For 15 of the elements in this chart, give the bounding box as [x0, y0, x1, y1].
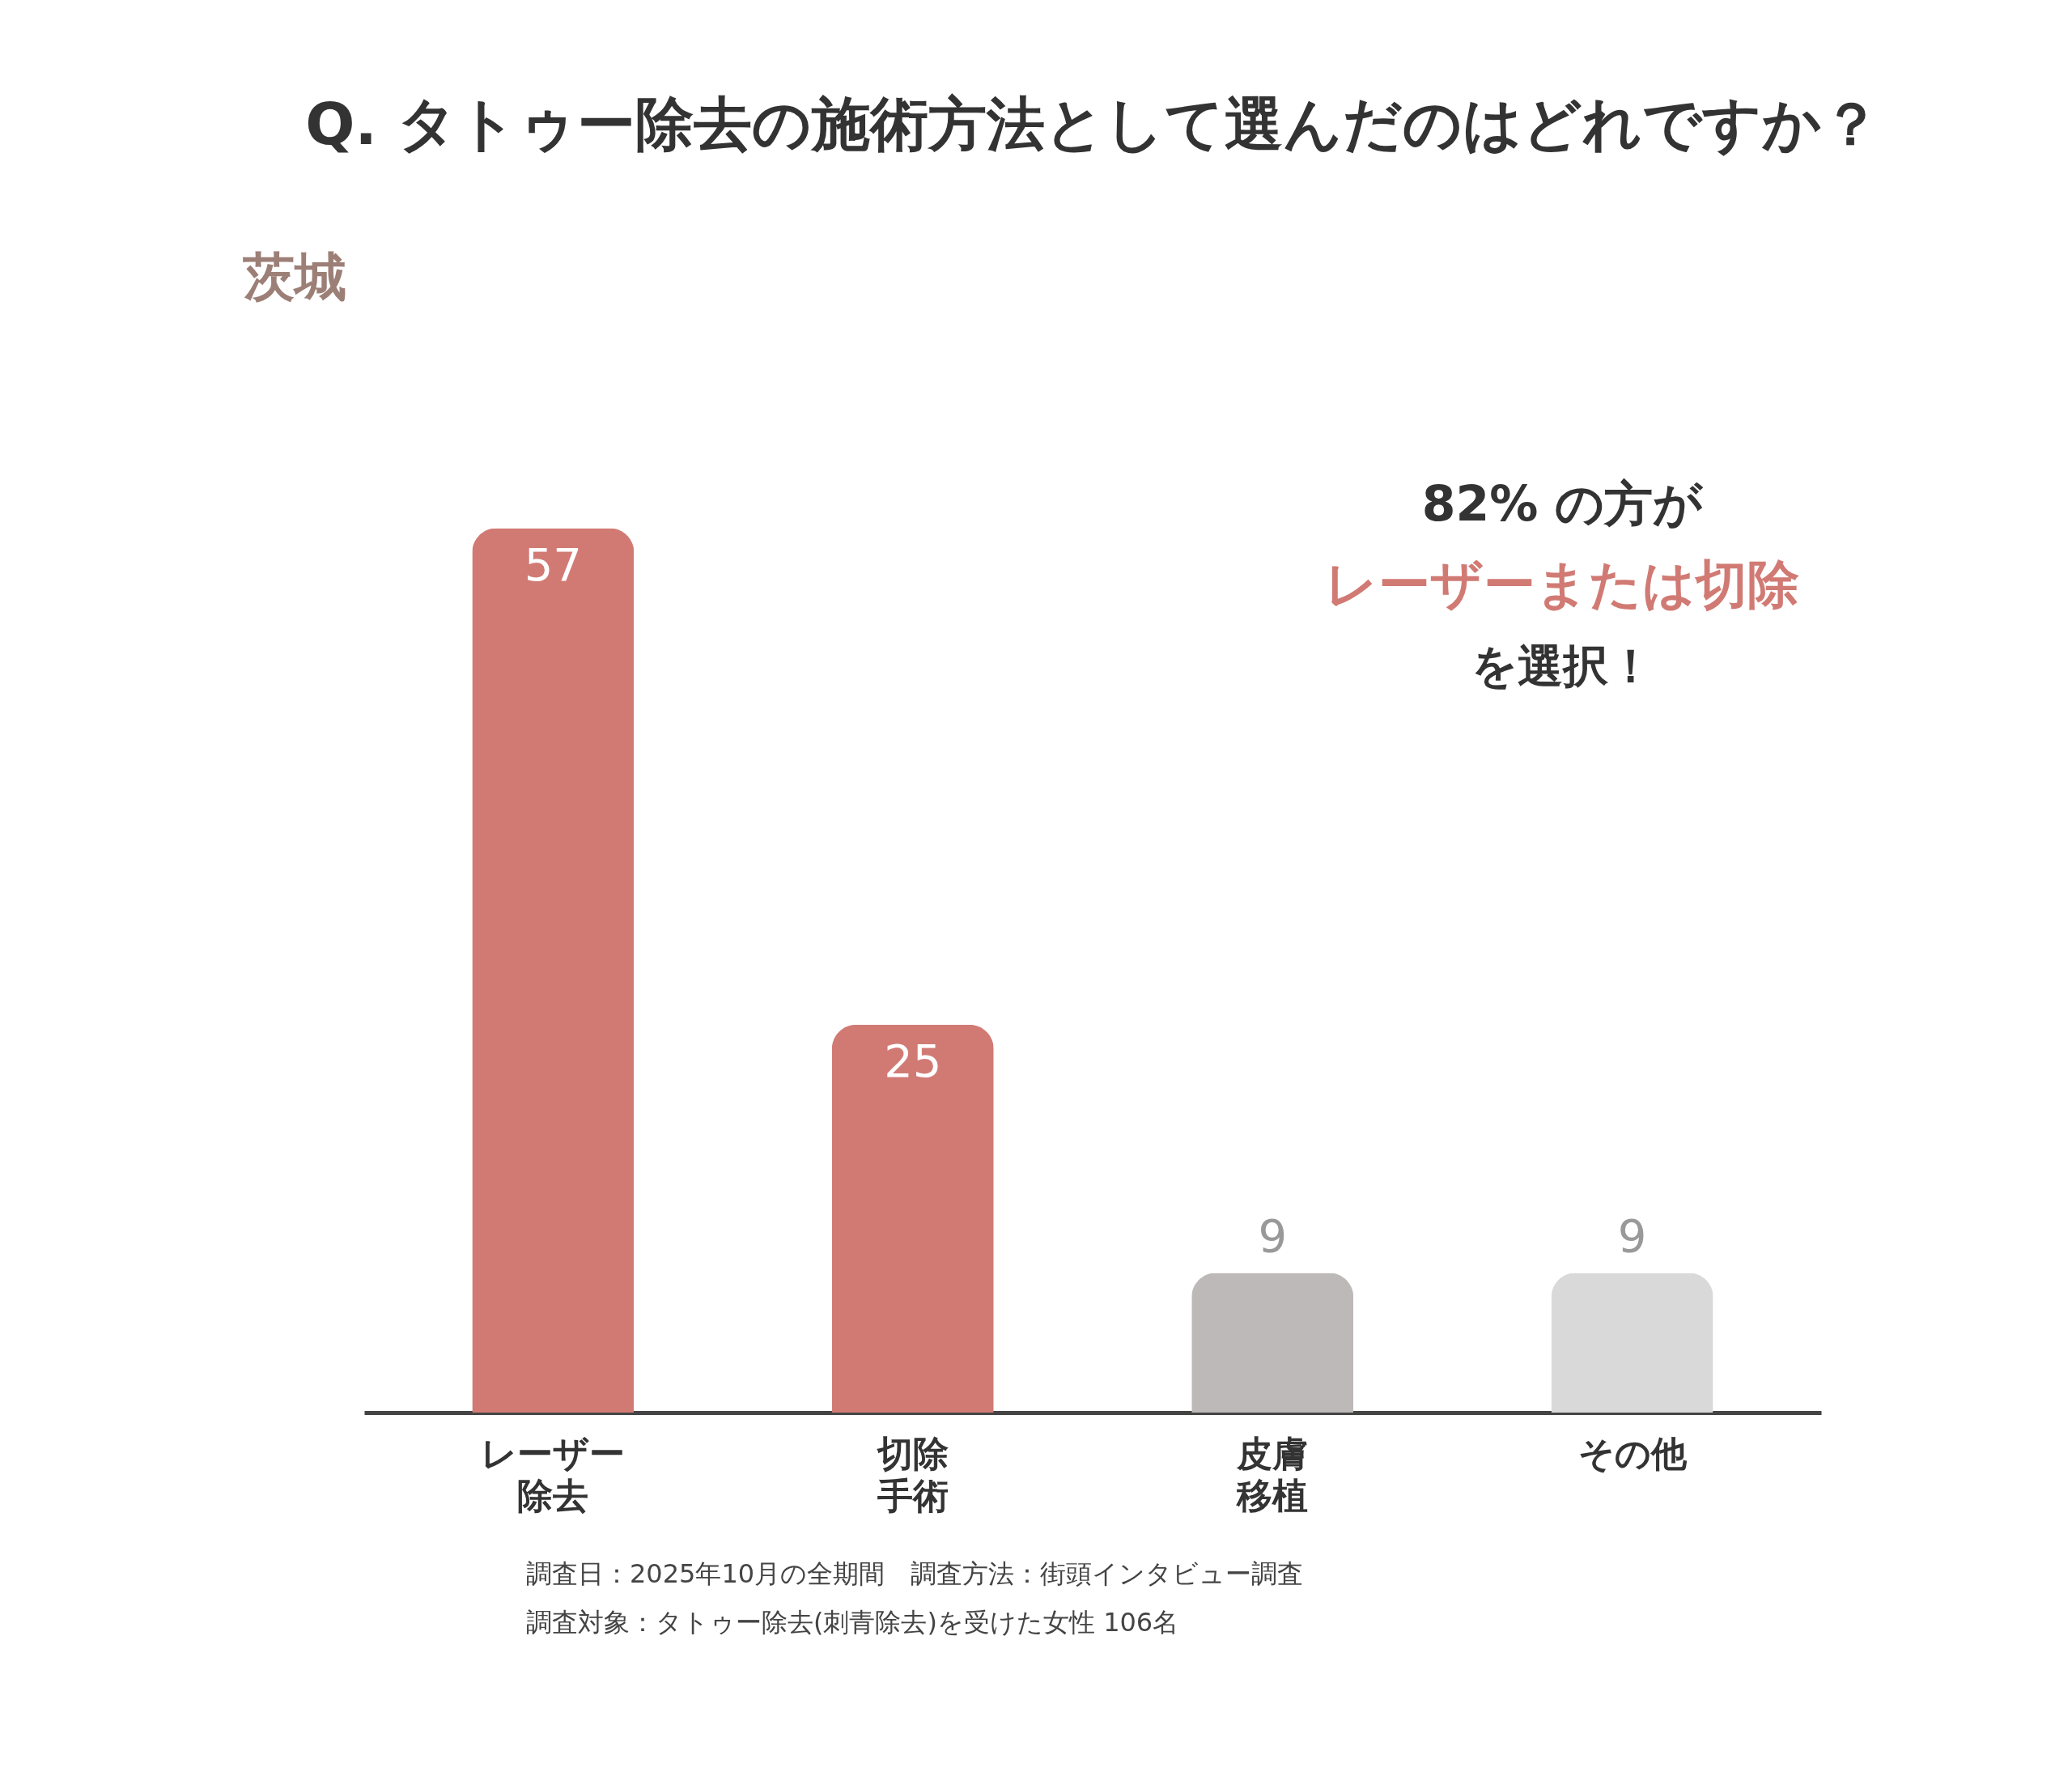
- text: 茨城: [242, 247, 346, 307]
- x-tick-label: その他: [1577, 1432, 1688, 1474]
- chart-title: Q. タトゥー除去の施術方法として選んだのはどれですか？: [305, 90, 1880, 158]
- x-tick-label: レーザー除去: [481, 1432, 626, 1516]
- text: 調査対象：タトゥー除去(刺青除去)を受けた女性 106名: [526, 1607, 1179, 1638]
- x-tick-label: 皮膚移植: [1236, 1432, 1309, 1516]
- annotation: レーザーまたは切除: [1325, 555, 1799, 614]
- x-tick-label: 切除手術: [876, 1432, 949, 1516]
- data-label: 57: [524, 538, 582, 591]
- data-label: 25: [884, 1034, 942, 1087]
- data-label: 9: [1258, 1209, 1288, 1262]
- annotation: を選択！: [1471, 640, 1654, 692]
- data-label: 9: [1617, 1209, 1647, 1262]
- text: 調査日：2025年10月の全期間 調査方法：街頭インタビュー調査: [526, 1558, 1304, 1589]
- annotation: 82% の方が: [1421, 475, 1705, 532]
